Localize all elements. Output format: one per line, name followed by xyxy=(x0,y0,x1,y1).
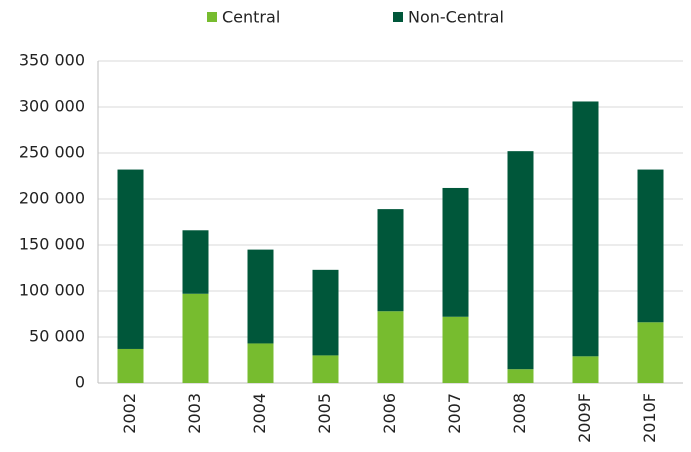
x-tick-label: 2005 xyxy=(315,393,334,434)
y-tick-label: 50 000 xyxy=(29,327,85,346)
bar-segment xyxy=(377,209,404,312)
bar-segment xyxy=(572,356,599,383)
bar-segment xyxy=(637,322,664,383)
bar-segment xyxy=(117,169,144,349)
bar-segment xyxy=(442,187,469,317)
x-tick-label: 2006 xyxy=(380,393,399,434)
x-tick-label: 2003 xyxy=(185,393,204,434)
x-tick-label: 2010F xyxy=(640,393,659,443)
legend-label: Non-Central xyxy=(408,8,504,27)
bar-segment xyxy=(182,230,209,294)
bar-segment xyxy=(507,151,534,370)
y-tick-label: 0 xyxy=(75,373,85,392)
x-tick-label: 2007 xyxy=(445,393,464,434)
bar-segment xyxy=(312,269,339,356)
legend-label: Central xyxy=(222,8,280,27)
y-tick-label: 200 000 xyxy=(19,189,85,208)
y-tick-label: 250 000 xyxy=(19,143,85,162)
legend-swatch xyxy=(393,12,403,22)
bar-segment xyxy=(572,101,599,357)
y-tick-label: 150 000 xyxy=(19,235,85,254)
bar-segment xyxy=(442,316,469,383)
bar-segment xyxy=(247,343,274,383)
x-tick-label: 2008 xyxy=(510,393,529,434)
y-tick-label: 300 000 xyxy=(19,97,85,116)
bar-segment xyxy=(637,169,664,323)
y-tick-label: 100 000 xyxy=(19,281,85,300)
bar-segment xyxy=(247,249,274,344)
x-tick-label: 2002 xyxy=(120,393,139,434)
bar-segment xyxy=(507,369,534,383)
bar-segment xyxy=(117,348,144,383)
x-tick-label: 2009F xyxy=(575,393,594,443)
bar-segment xyxy=(377,311,404,383)
bar-segment xyxy=(182,293,209,383)
x-tick-label: 2004 xyxy=(250,393,269,434)
bar-segment xyxy=(312,355,339,383)
y-tick-label: 350 000 xyxy=(19,51,85,70)
legend-swatch xyxy=(207,12,217,22)
